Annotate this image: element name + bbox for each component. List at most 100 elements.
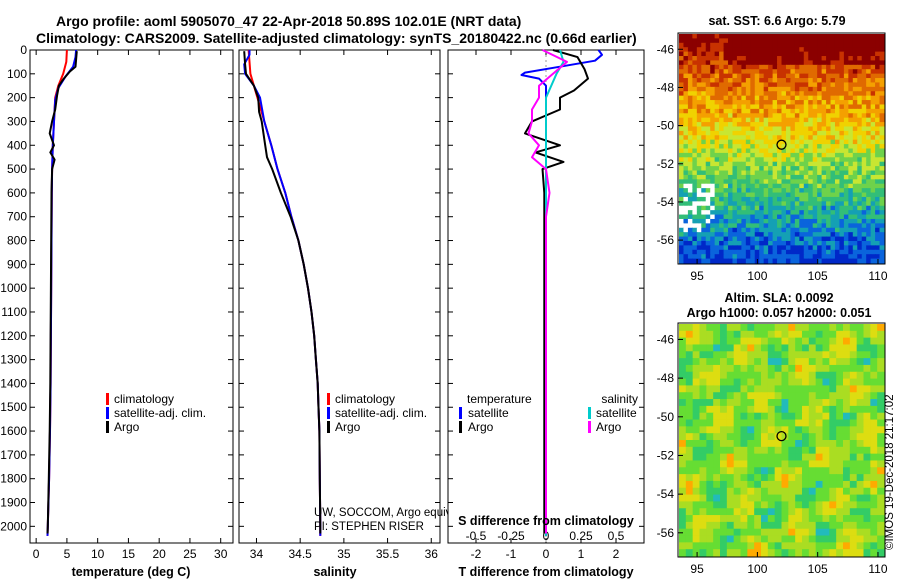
heatmap-cell xyxy=(761,542,769,550)
heatmap-cell xyxy=(794,161,800,167)
heatmap-cell xyxy=(836,392,844,400)
heatmap-cell xyxy=(788,324,796,332)
map-y-tick-label: -52 xyxy=(657,157,675,171)
heatmap-cell xyxy=(830,249,836,255)
heatmap-cell xyxy=(794,201,800,207)
heatmap-cell xyxy=(785,210,792,216)
heatmap-cell xyxy=(777,100,783,106)
heatmap-cell xyxy=(812,91,818,97)
heatmap-cell xyxy=(683,95,689,101)
map-y-tick-label: -54 xyxy=(657,487,675,501)
heatmap-cell xyxy=(829,480,837,489)
heatmap-cell xyxy=(705,174,711,180)
heatmap-cell xyxy=(799,108,805,114)
heatmap-cell xyxy=(826,201,832,207)
heatmap-cell xyxy=(745,227,751,233)
heatmap-cell xyxy=(696,122,702,128)
heatmap-cell xyxy=(679,100,685,106)
heatmap-cell xyxy=(852,91,858,97)
heatmap-cell xyxy=(812,113,818,119)
heatmap-cell xyxy=(728,210,734,216)
heatmap-cell xyxy=(733,480,742,489)
heatmap-cell xyxy=(710,135,716,141)
heatmap-cell xyxy=(785,214,792,220)
heatmap-cell xyxy=(714,60,720,66)
heatmap-cell xyxy=(861,170,867,176)
heatmap-cell xyxy=(857,42,863,48)
heatmap-cell xyxy=(692,392,701,400)
heatmap-cell xyxy=(812,86,818,92)
heatmap-cell xyxy=(692,487,701,496)
heatmap-cell xyxy=(843,179,849,185)
heatmap-cell xyxy=(826,95,832,101)
heatmap-cell xyxy=(777,69,783,75)
heatmap-cell xyxy=(768,152,774,158)
heatmap-cell xyxy=(679,113,685,119)
heatmap-cell xyxy=(852,95,858,101)
temperature-panel: 0100200300400500600700800900100011001200… xyxy=(0,43,234,579)
heatmap-cell xyxy=(750,227,756,233)
heatmap-cell xyxy=(740,446,748,455)
heatmap-cell xyxy=(719,170,725,176)
heatmap-cell xyxy=(733,337,742,346)
heatmap-cell xyxy=(723,170,729,176)
heatmap-cell xyxy=(848,104,854,110)
heatmap-cell xyxy=(848,135,854,141)
heatmap-cell xyxy=(794,60,800,66)
heatmap-cell xyxy=(826,157,832,163)
heatmap-cell xyxy=(687,117,693,123)
heatmap-cell xyxy=(795,501,803,509)
heatmap-cell xyxy=(879,139,885,145)
heatmap-cell xyxy=(857,95,863,101)
heatmap-cell xyxy=(741,166,747,172)
legend-satellite-adj: satellite-adj. clim. xyxy=(335,406,427,420)
heatmap-cell xyxy=(830,95,836,101)
heatmap-cell xyxy=(732,91,738,97)
heatmap-cell xyxy=(679,254,685,260)
heatmap-cell xyxy=(692,535,701,543)
heatmap-cell xyxy=(692,192,698,198)
heatmap-cell xyxy=(812,174,818,180)
heatmap-cell xyxy=(875,73,881,79)
heatmap-cell xyxy=(826,144,832,150)
heatmap-cell xyxy=(852,258,858,264)
heatmap-cell xyxy=(754,337,762,346)
heatmap-cell xyxy=(870,549,878,557)
heatmap-cell xyxy=(679,34,685,39)
heatmap-cell xyxy=(839,223,845,229)
heatmap-cell xyxy=(856,515,865,523)
heatmap-cell xyxy=(723,227,729,233)
x-tick-label: 34.5 xyxy=(288,547,312,561)
heatmap-cell xyxy=(692,412,701,421)
heatmap-cell xyxy=(692,91,698,97)
heatmap-cell xyxy=(768,139,774,145)
heatmap-cell xyxy=(733,378,742,387)
heatmap-cell xyxy=(723,86,729,92)
heatmap-cell xyxy=(808,501,817,509)
heatmap-cell xyxy=(848,183,854,189)
heatmap-cell xyxy=(736,56,742,62)
heatmap-cell xyxy=(713,419,721,427)
heatmap-cell xyxy=(741,104,747,110)
heatmap-cell xyxy=(741,100,747,106)
heatmap-cell xyxy=(856,528,865,537)
heatmap-cell xyxy=(705,34,711,39)
heatmap-cell xyxy=(879,122,885,128)
heatmap-cell xyxy=(679,440,687,448)
heatmap-cell xyxy=(754,249,760,255)
heatmap-cell xyxy=(679,249,685,255)
heatmap-cell xyxy=(701,170,707,176)
heatmap-cell xyxy=(802,392,810,400)
heatmap-cell xyxy=(732,122,738,128)
y-tick-label: 1900 xyxy=(0,496,27,510)
heatmap-cell xyxy=(843,236,849,242)
heatmap-cell xyxy=(866,60,872,66)
heatmap-cell xyxy=(772,64,778,70)
heatmap-cell xyxy=(852,38,858,44)
legend-t-satellite: satellite xyxy=(468,406,509,420)
heatmap-cell xyxy=(848,227,854,233)
heatmap-cell xyxy=(856,494,865,503)
heatmap-cell xyxy=(849,467,858,475)
heatmap-cell xyxy=(839,113,845,119)
heatmap-cell xyxy=(870,236,876,242)
